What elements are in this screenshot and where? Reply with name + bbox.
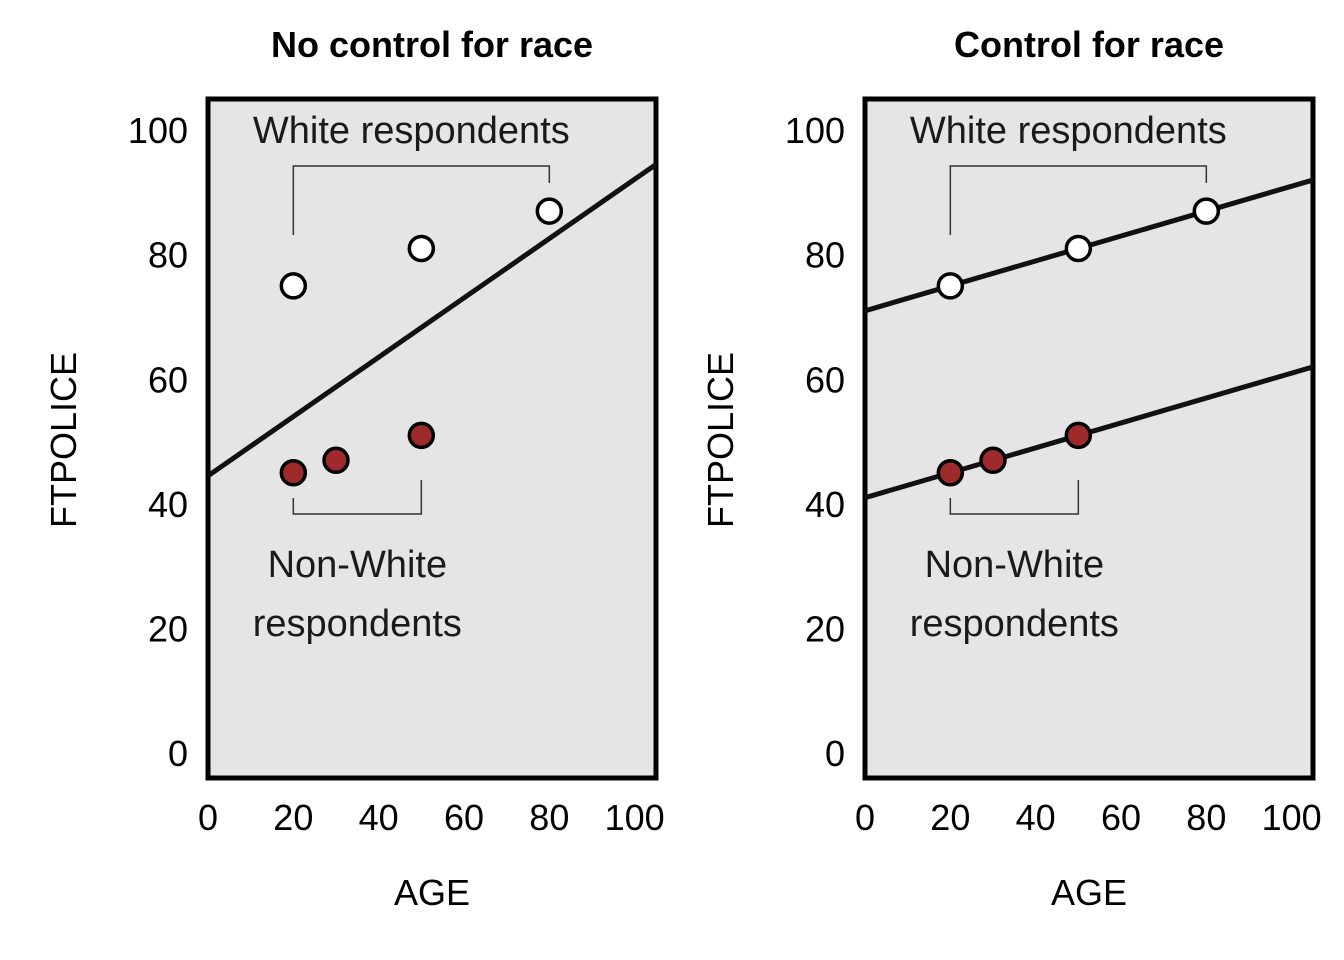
white-bracket [292, 165, 551, 235]
nonwhite-point [936, 459, 965, 487]
x-axis-label: AGE [394, 872, 470, 913]
x-tick-label: 0 [198, 797, 218, 838]
nonwhite-annotation-line1: Non-White [268, 544, 448, 586]
x-tick-label: 60 [1101, 797, 1141, 838]
nonwhite-annotation-line1: Non-White [925, 544, 1105, 586]
white-point [1192, 197, 1221, 225]
nonwhite-bracket [292, 480, 423, 515]
x-tick-label: 40 [359, 797, 399, 838]
regression-line [208, 162, 656, 478]
white-point [1064, 234, 1093, 263]
nonwhite-point [279, 459, 308, 487]
y-axis-label: FTPOLICE [700, 352, 741, 528]
x-tick-label: 20 [273, 797, 313, 838]
white-annotation: White respondents [253, 110, 570, 152]
white-point [279, 272, 308, 300]
x-tick-label: 80 [1186, 797, 1226, 838]
panel-title: No control for race [271, 24, 593, 65]
x-axis-label: AGE [1051, 872, 1127, 913]
y-tick-label: 100 [128, 110, 188, 151]
y-tick-label: 40 [805, 484, 845, 525]
x-tick-label: 40 [1016, 797, 1056, 838]
nonwhite-annotation-line2: respondents [253, 603, 462, 645]
y-tick-label: 60 [148, 359, 188, 400]
x-tick-label: 60 [444, 797, 484, 838]
white-point [407, 234, 436, 263]
white-point [936, 272, 965, 300]
nonwhite-bracket [949, 480, 1080, 515]
y-tick-label: 0 [168, 733, 188, 774]
x-tick-label: 80 [529, 797, 569, 838]
nonwhite-point [407, 421, 436, 450]
nonwhite-point [979, 446, 1007, 475]
y-tick-label: 80 [148, 235, 188, 276]
panel-control: Control for race AGE FTPOLICE 0 20 40 60 80 1… [700, 24, 1322, 913]
white-point [535, 197, 564, 225]
nonwhite-point [322, 446, 350, 475]
y-axis-label: FTPOLICE [43, 352, 84, 528]
panel-no-control: No control for race AGE FTPOLICE 0 20 40 60… [43, 24, 665, 913]
y-tick-label: 60 [805, 359, 845, 400]
x-tick-label: 0 [855, 797, 875, 838]
y-tick-label: 20 [148, 608, 188, 649]
x-tick-label: 20 [930, 797, 970, 838]
y-tick-label: 20 [805, 608, 845, 649]
y-tick-label: 80 [805, 235, 845, 276]
nonwhite-annotation-line2: respondents [910, 603, 1119, 645]
y-tick-label: 0 [825, 733, 845, 774]
x-tick-label: 100 [605, 797, 665, 838]
white-bracket [949, 165, 1208, 235]
nonwhite-point [1064, 421, 1093, 450]
y-tick-label: 40 [148, 484, 188, 525]
y-tick-label: 100 [785, 110, 845, 151]
white-annotation: White respondents [910, 110, 1227, 152]
x-tick-label: 100 [1262, 797, 1322, 838]
panel-title: Control for race [954, 24, 1224, 65]
